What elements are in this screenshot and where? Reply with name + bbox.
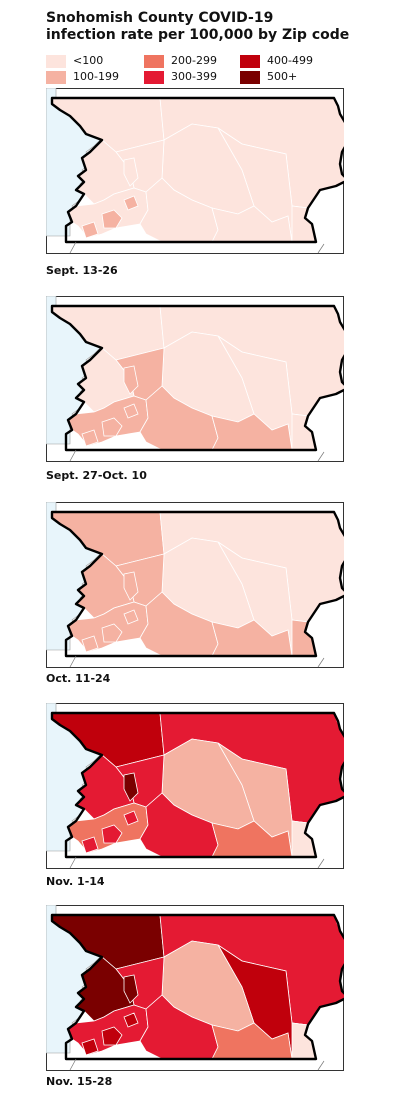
county-map bbox=[46, 88, 344, 254]
zip-region-hot bbox=[123, 772, 139, 802]
zip-region-sc bbox=[211, 820, 293, 858]
county-shape bbox=[50, 304, 344, 452]
zip-region-cities bbox=[81, 1012, 139, 1056]
panel-date-label: Nov. 1-14 bbox=[46, 875, 105, 888]
county-map bbox=[46, 296, 344, 462]
zip-region-cities bbox=[81, 403, 139, 447]
map-panel bbox=[46, 905, 344, 1071]
legend-label: 100-199 bbox=[73, 70, 119, 83]
legend-swatch bbox=[240, 71, 260, 84]
legend-label: 400-499 bbox=[267, 54, 313, 67]
map-title-line1: Snohomish County COVID-19 bbox=[46, 10, 274, 26]
county-shape bbox=[50, 913, 344, 1061]
zip-region-sc bbox=[211, 205, 293, 243]
county-outline bbox=[50, 913, 344, 1061]
county-shape bbox=[50, 510, 344, 658]
road-line bbox=[69, 856, 77, 869]
road-line bbox=[317, 243, 325, 254]
county-map bbox=[46, 502, 344, 668]
map-panel bbox=[46, 502, 344, 668]
zip-region-sc bbox=[211, 1022, 293, 1060]
map-panel bbox=[46, 88, 344, 254]
panel-date-label: Nov. 15-28 bbox=[46, 1075, 113, 1088]
legend-swatch bbox=[46, 55, 66, 68]
legend-label: 200-299 bbox=[171, 54, 217, 67]
legend-label: 300-399 bbox=[171, 70, 217, 83]
county-map bbox=[46, 905, 344, 1071]
zip-region-hot bbox=[123, 157, 139, 187]
map-title-line2: infection rate per 100,000 by Zip code bbox=[46, 27, 350, 43]
county-outline bbox=[50, 510, 344, 658]
panel-date-label: Oct. 11-24 bbox=[46, 672, 111, 685]
panel-date-label: Sept. 13-26 bbox=[46, 264, 118, 277]
zip-region-hot bbox=[123, 365, 139, 395]
legend-swatch bbox=[144, 55, 164, 68]
map-title: Snohomish County COVID-19 infection rate… bbox=[46, 10, 406, 44]
county-shape bbox=[50, 711, 344, 859]
county-map bbox=[46, 703, 344, 869]
road-line bbox=[317, 657, 325, 668]
road-line bbox=[69, 241, 77, 254]
legend-swatch bbox=[240, 55, 260, 68]
legend-label: <100 bbox=[73, 54, 104, 67]
road-line bbox=[317, 451, 325, 462]
map-panel bbox=[46, 703, 344, 869]
zip-region-cities bbox=[81, 195, 139, 239]
legend-swatch bbox=[46, 71, 66, 84]
county-outline bbox=[50, 96, 344, 244]
zip-region-hot bbox=[123, 974, 139, 1004]
zip-region-hot bbox=[123, 571, 139, 601]
county-shape bbox=[50, 96, 344, 244]
legend-label: 500+ bbox=[267, 70, 298, 83]
zip-region-cities bbox=[81, 609, 139, 653]
road-line bbox=[69, 1058, 77, 1071]
road-line bbox=[69, 449, 77, 462]
panel-date-label: Sept. 27-Oct. 10 bbox=[46, 469, 147, 482]
county-outline bbox=[50, 711, 344, 859]
county-outline bbox=[50, 304, 344, 452]
map-panel bbox=[46, 296, 344, 462]
legend: <100 100-199 200-299 300-399 400-499 500+ bbox=[46, 54, 366, 88]
zip-region-sc bbox=[211, 413, 293, 451]
road-line bbox=[317, 1060, 325, 1071]
legend-swatch bbox=[144, 71, 164, 84]
zip-region-sc bbox=[211, 619, 293, 657]
zip-region-cities bbox=[81, 810, 139, 854]
road-line bbox=[317, 858, 325, 869]
road-line bbox=[69, 655, 77, 668]
